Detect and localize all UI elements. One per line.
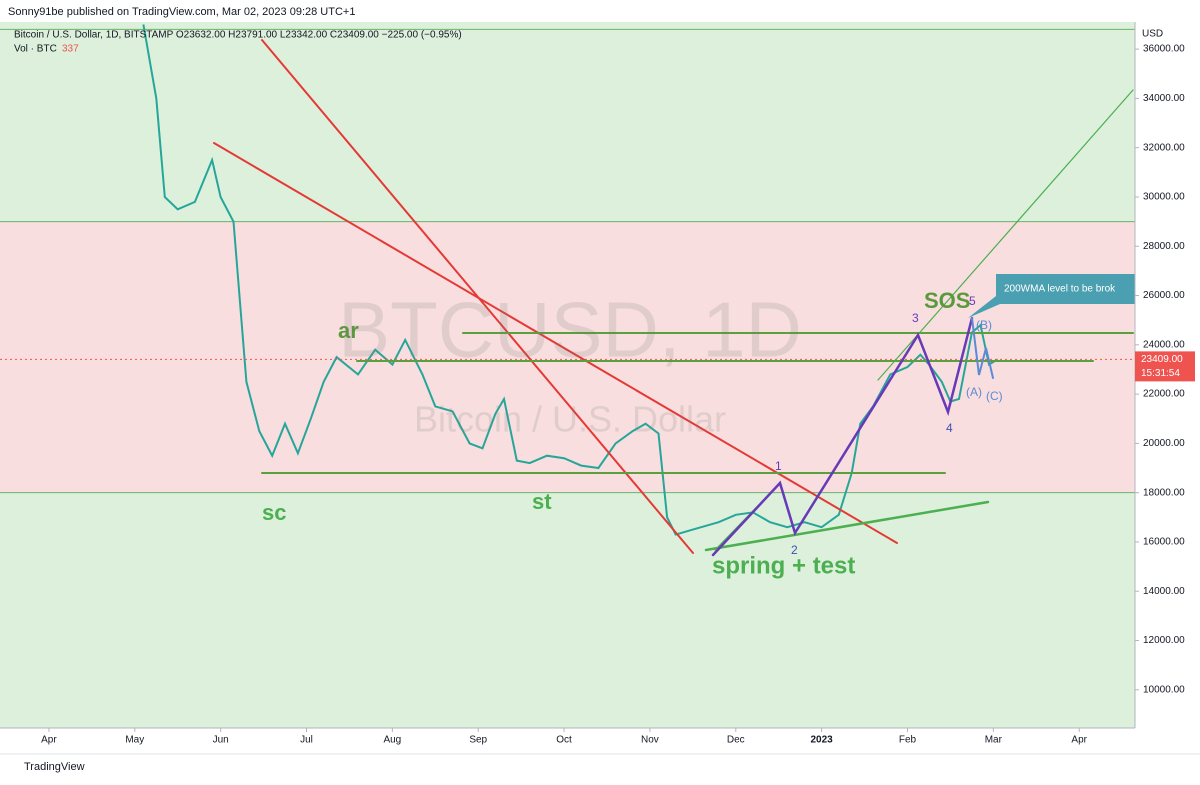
annotation: SOS bbox=[924, 288, 970, 313]
y-tick-label: 16000.00 bbox=[1143, 537, 1185, 548]
y-tick-label: 32000.00 bbox=[1143, 142, 1185, 153]
trend-line bbox=[213, 142, 898, 544]
annotation: 2 bbox=[791, 543, 798, 557]
y-tick-label: 28000.00 bbox=[1143, 241, 1185, 252]
x-tick-label: Jul bbox=[300, 735, 313, 746]
annotation: ar bbox=[338, 318, 359, 343]
last-price-label: 23409.00 bbox=[1141, 354, 1183, 365]
y-tick-label: 36000.00 bbox=[1143, 44, 1185, 55]
annotation: 1 bbox=[775, 459, 782, 473]
annotation: 4 bbox=[946, 421, 953, 435]
watermark: BTCUSD, 1D bbox=[338, 286, 802, 374]
publisher-line: Sonny91be published on TradingView.com, … bbox=[8, 6, 355, 18]
callout-bubble bbox=[968, 274, 1135, 318]
annotation: spring + test bbox=[712, 552, 855, 579]
abc-correction bbox=[971, 317, 994, 379]
annotation: 5 bbox=[969, 294, 976, 308]
annotation: 200WMA level to be brok bbox=[1004, 284, 1116, 295]
volume-value: 337 bbox=[62, 44, 79, 55]
y-tick-label: 10000.00 bbox=[1143, 684, 1185, 695]
x-tick-label: Feb bbox=[899, 735, 917, 746]
annotation: 3 bbox=[912, 311, 919, 325]
y-tick-label: 24000.00 bbox=[1143, 339, 1185, 350]
countdown: 15:31:54 bbox=[1141, 368, 1180, 379]
y-tick-label: 30000.00 bbox=[1143, 192, 1185, 203]
y-tick-label: 34000.00 bbox=[1143, 93, 1185, 104]
annotation: (B) bbox=[976, 318, 992, 332]
x-tick-label: Aug bbox=[383, 735, 401, 746]
x-tick-label: Dec bbox=[727, 735, 745, 746]
y-tick-label: 18000.00 bbox=[1143, 487, 1185, 498]
watermark-sub: Bitcoin / U.S. Dollar bbox=[414, 399, 726, 440]
drawings bbox=[213, 39, 1135, 557]
annotations: sc ar st spring + test SOS 1 2 3 4 5 (A) (B) (C) 200W… bbox=[262, 284, 1116, 580]
x-tick-label: Apr bbox=[1071, 735, 1087, 746]
x-tick-label: Sep bbox=[469, 735, 487, 746]
y-tick-label: 20000.00 bbox=[1143, 438, 1185, 449]
support-line bbox=[704, 500, 990, 552]
annotation: (A) bbox=[966, 385, 982, 399]
volume-label: Vol · BTC bbox=[14, 44, 57, 55]
annotation: sc bbox=[262, 500, 286, 525]
plot-area bbox=[0, 22, 1135, 728]
channel-line bbox=[877, 89, 1134, 381]
x-tick-label: Oct bbox=[556, 735, 572, 746]
legend: Bitcoin / U.S. Dollar, 1D, BITSTAMP O236… bbox=[14, 30, 462, 41]
last-price-tag bbox=[1135, 351, 1195, 382]
currency: USD bbox=[1142, 29, 1163, 40]
x-tick-label: Nov bbox=[641, 735, 659, 746]
y-tick-label: 12000.00 bbox=[1143, 635, 1185, 646]
x-tick-label: 2023 bbox=[811, 735, 834, 746]
y-tick-label: 26000.00 bbox=[1143, 290, 1185, 301]
y-tick-label: 22000.00 bbox=[1143, 389, 1185, 400]
x-tick-label: May bbox=[125, 735, 144, 746]
y-tick-label: 14000.00 bbox=[1143, 586, 1185, 597]
annotation: st bbox=[532, 489, 552, 514]
axes: 10000.00 12000.00 14000.00 16000.00 18000.00… bbox=[0, 22, 1200, 755]
x-tick-label: Mar bbox=[985, 735, 1003, 746]
price-line bbox=[142, 24, 999, 536]
zone bbox=[0, 221, 1135, 493]
wave-count bbox=[711, 316, 974, 557]
annotation: (C) bbox=[986, 389, 1003, 403]
x-tick-label: Jun bbox=[213, 735, 229, 746]
x-tick-label: Apr bbox=[41, 735, 57, 746]
footer-brand: TradingView bbox=[24, 761, 85, 773]
